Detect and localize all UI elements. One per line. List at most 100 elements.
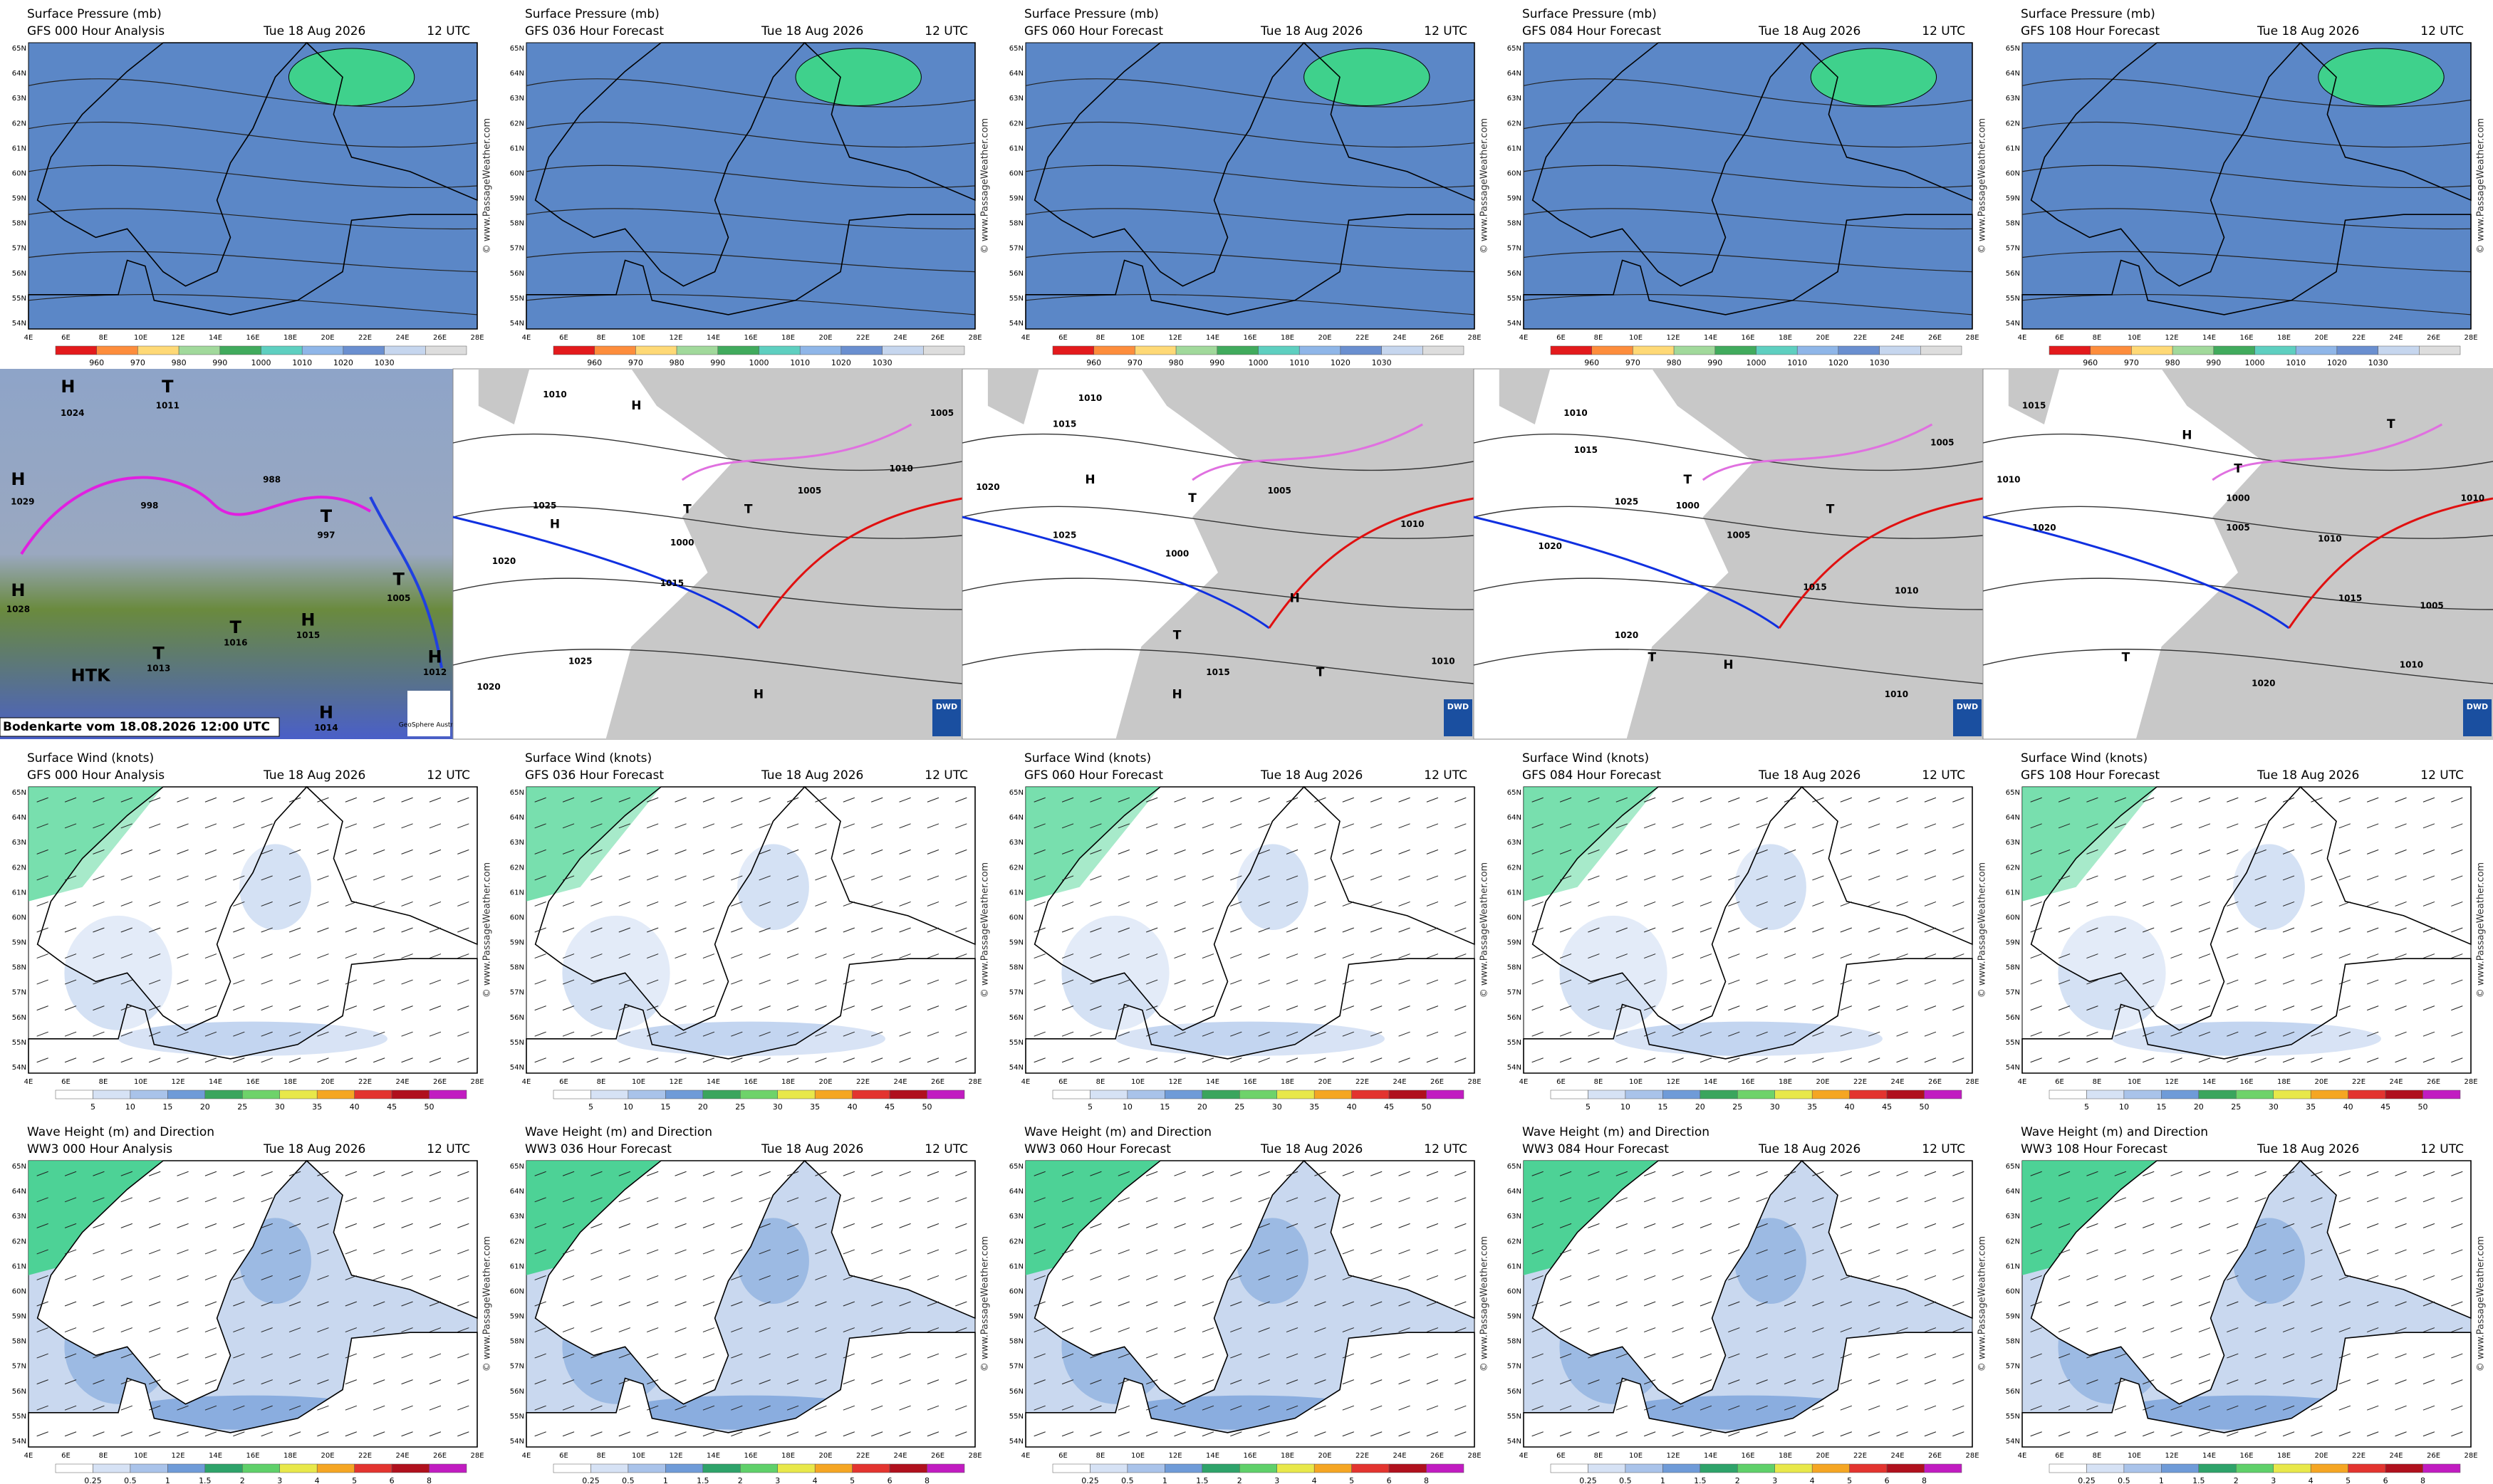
colorbar-label: 1 <box>663 1476 668 1484</box>
panel-run: GFS 000 Hour Analysis <box>27 24 165 38</box>
direction-arrow <box>1146 823 1158 829</box>
coastline <box>2299 42 2472 202</box>
direction-arrow <box>233 953 245 959</box>
colorbar-swatch <box>167 1463 206 1473</box>
direction-arrow <box>871 1327 883 1333</box>
lon-label: 6E <box>1556 1078 1566 1086</box>
direction-arrow <box>1090 1327 1102 1333</box>
direction-arrow <box>1061 953 1074 959</box>
direction-arrow <box>288 849 301 855</box>
direction-arrow <box>317 953 329 959</box>
direction-arrow <box>2114 927 2126 933</box>
direction-arrow <box>1672 1057 1684 1063</box>
direction-arrow <box>2086 1405 2098 1411</box>
direction-arrow <box>1342 1197 1354 1203</box>
lat-label: 60N <box>1009 1287 1024 1295</box>
direction-arrow <box>590 953 603 959</box>
pressure-label: 1010 <box>1895 586 1918 596</box>
direction-arrow <box>1342 797 1354 803</box>
lon-label: 22E <box>1853 1452 1867 1460</box>
lat-label: 55N <box>2006 1039 2020 1047</box>
direction-arrow <box>2114 1171 2126 1176</box>
lat-label: 63N <box>12 95 26 103</box>
direction-arrow <box>955 1249 967 1255</box>
lat-label: 56N <box>2006 270 2020 278</box>
direction-arrow <box>1286 1031 1298 1037</box>
pressure-label: 1020 <box>2252 679 2275 689</box>
lon-label: 18E <box>1779 1452 1792 1460</box>
lon-label: 16E <box>246 1078 259 1086</box>
direction-arrow <box>534 1005 546 1011</box>
colorbar-label: 1010 <box>1289 358 1309 367</box>
direction-arrow <box>1286 1197 1298 1203</box>
lat-label: 62N <box>12 864 26 872</box>
lat-label: 64N <box>1507 814 1521 822</box>
warm-front <box>2288 497 2493 629</box>
colorbar-swatch <box>1924 1463 1962 1473</box>
direction-arrow <box>618 901 630 906</box>
direction-arrow <box>1202 1275 1214 1280</box>
direction-arrow <box>927 953 940 959</box>
colorbar-label: 35 <box>1309 1102 1319 1112</box>
direction-arrow <box>457 875 469 881</box>
direction-arrow <box>618 1005 630 1011</box>
direction-arrow <box>1398 1405 1410 1411</box>
lon-label: 26E <box>931 1452 944 1460</box>
direction-arrow <box>120 1275 132 1280</box>
colorbar-label: 990 <box>710 358 725 367</box>
colorbar-swatch <box>219 345 261 355</box>
direction-arrow <box>1454 1223 1467 1228</box>
wind-area <box>2058 915 2166 1030</box>
direction-arrow <box>177 1057 189 1063</box>
direction-arrow <box>2338 1249 2351 1255</box>
lon-label: 12E <box>669 1452 682 1460</box>
direction-arrow <box>2114 1197 2126 1203</box>
direction-arrow <box>1398 1379 1410 1385</box>
direction-arrow <box>562 979 575 985</box>
direction-arrow <box>675 927 687 933</box>
lon-label: 8E <box>2093 1078 2102 1086</box>
colorbar-swatch <box>2236 1090 2274 1099</box>
direction-arrow <box>1700 1275 1712 1280</box>
panel-title: Surface Pressure (mb) <box>1024 7 1159 21</box>
direction-arrow <box>1672 1301 1684 1307</box>
direction-arrow <box>429 1379 442 1385</box>
direction-arrow <box>1202 1171 1214 1176</box>
direction-arrow <box>1840 901 1852 906</box>
direction-arrow <box>647 1301 659 1307</box>
direction-arrow <box>2058 927 2071 933</box>
direction-arrow <box>1728 1057 1740 1063</box>
direction-arrow <box>618 797 630 803</box>
direction-arrow <box>534 1223 546 1228</box>
land <box>1626 369 1983 739</box>
direction-arrow <box>1454 953 1467 959</box>
direction-arrow <box>1370 1171 1383 1176</box>
direction-arrow <box>64 1379 77 1385</box>
direction-arrow <box>204 1197 217 1203</box>
direction-arrow <box>2451 1275 2463 1280</box>
direction-arrow <box>843 1353 855 1359</box>
direction-arrow <box>675 797 687 803</box>
direction-arrow <box>927 1353 940 1359</box>
pressure-label: H <box>1723 658 1733 672</box>
direction-arrow <box>1559 901 1572 906</box>
direction-arrow <box>317 849 329 855</box>
direction-arrow <box>815 979 827 985</box>
direction-arrow <box>1118 1275 1130 1280</box>
direction-arrow <box>675 1327 687 1333</box>
direction-arrow <box>1812 1275 1824 1280</box>
direction-arrow <box>759 1031 771 1037</box>
lat-label: 61N <box>1009 889 1024 897</box>
direction-arrow <box>1559 1431 1572 1437</box>
direction-arrow <box>786 1005 799 1011</box>
coastline <box>28 214 478 330</box>
direction-arrow <box>815 1031 827 1037</box>
isobar <box>2021 251 2472 273</box>
direction-arrow <box>647 823 659 829</box>
direction-arrow <box>261 1431 273 1437</box>
direction-arrow <box>233 1301 245 1307</box>
direction-arrow <box>93 1197 105 1203</box>
direction-arrow <box>2030 1327 2042 1333</box>
direction-arrow <box>177 1031 189 1037</box>
direction-arrow <box>36 1005 48 1011</box>
